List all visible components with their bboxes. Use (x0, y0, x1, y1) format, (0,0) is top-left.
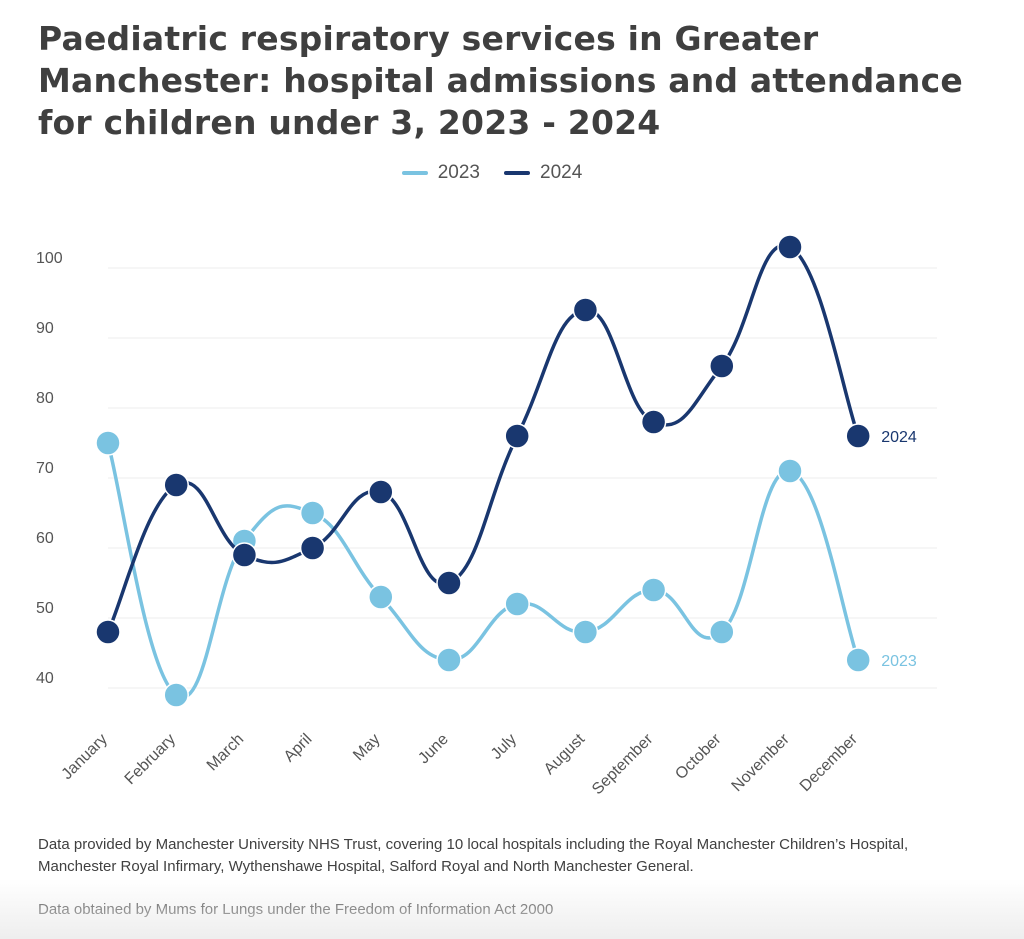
point-2023-february (163, 682, 189, 708)
x-tick-label-june: June (415, 731, 452, 768)
y-tick-label-40: 40 (36, 670, 54, 687)
series-line-2024 (106, 243, 860, 634)
series-line-2023 (106, 441, 860, 700)
y-tick-label-70: 70 (36, 460, 54, 477)
x-tick-label-august: August (541, 730, 589, 778)
point-2024-february (163, 472, 189, 498)
point-2023-may (368, 584, 394, 610)
y-tick-label-90: 90 (36, 320, 54, 337)
point-2024-january (95, 619, 121, 645)
x-tick-label-november: November (729, 730, 794, 795)
point-2023-june (436, 647, 462, 673)
y-tick-label-60: 60 (36, 530, 54, 547)
footnote-foi: Data obtained by Mums for Lungs under th… (38, 901, 554, 918)
point-2023-october (709, 619, 735, 645)
x-tick-label-july: July (488, 731, 520, 763)
point-2023-november (777, 458, 803, 484)
point-2024-july (504, 423, 530, 449)
end-label-2024: 2024 (881, 429, 917, 446)
y-tick-label-50: 50 (36, 600, 54, 617)
point-2024-august (572, 297, 599, 323)
x-tick-label-september: September (589, 730, 657, 798)
legend-label-2024: 2024 (540, 162, 583, 183)
point-2023-january (95, 430, 121, 456)
point-2024-may (368, 479, 394, 505)
x-tick-label-february: February (122, 731, 179, 788)
point-2024-september (640, 409, 667, 435)
point-2023-july (504, 591, 530, 617)
point-2023-august (572, 619, 599, 645)
point-2024-october (709, 353, 735, 379)
end-label-2023: 2023 (881, 653, 917, 670)
x-tick-label-october: October (672, 730, 725, 783)
point-2023-december (845, 647, 871, 673)
point-2024-april (299, 535, 326, 561)
y-tick-label-80: 80 (36, 390, 54, 407)
x-tick-label-december: December (797, 730, 862, 795)
legend: 2023 2024 (0, 162, 984, 184)
point-2024-december (845, 423, 871, 449)
legend-swatch-2024 (504, 171, 530, 175)
legend-item-2023[interactable]: 2023 (401, 162, 480, 184)
x-tick-label-april: April (281, 731, 316, 766)
x-tick-label-may: May (350, 731, 383, 764)
line-chart: 40 50 60 70 80 90 100 January February March April… (36, 234, 937, 798)
point-2024-march (231, 542, 258, 568)
footnote-data-source: Data provided by Manchester University N… (38, 836, 909, 875)
point-2024-june (436, 570, 462, 596)
legend-item-2024[interactable]: 2024 (504, 162, 582, 184)
legend-label-2023: 2023 (437, 162, 480, 183)
chart-title: Paediatric respiratory services in Great… (38, 19, 963, 142)
point-2023-september (640, 577, 667, 603)
point-2024-november (777, 234, 803, 260)
x-tick-label-january: January (59, 731, 111, 783)
y-tick-label-100: 100 (36, 250, 63, 267)
legend-swatch-2023 (401, 171, 428, 175)
x-tick-label-march: March (204, 731, 247, 774)
point-2023-april (299, 500, 326, 526)
